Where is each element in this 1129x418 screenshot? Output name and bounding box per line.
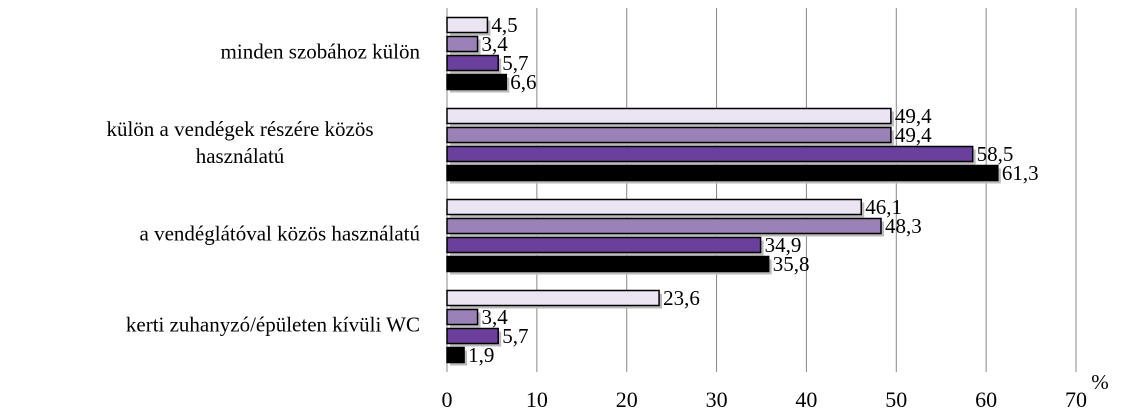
bar xyxy=(446,54,499,72)
x-tick-label: 40 xyxy=(795,387,817,412)
bar xyxy=(446,346,465,364)
x-tick-label: 70 xyxy=(1065,387,1087,412)
value-label: 3,4 xyxy=(482,32,509,56)
bar xyxy=(446,16,489,34)
bar xyxy=(446,164,999,182)
y-tick-label: a vendéglátóval közös használatú xyxy=(140,221,421,245)
value-label: 3,4 xyxy=(482,305,509,329)
bar xyxy=(446,198,862,216)
x-tick-label: 0 xyxy=(442,387,453,412)
x-tick-label: 10 xyxy=(526,387,548,412)
y-tick-label-line: külön a vendégek részére közös xyxy=(106,117,373,141)
value-label: 49,4 xyxy=(895,104,932,128)
value-label: 58,5 xyxy=(977,142,1014,166)
value-label: 6,6 xyxy=(510,70,536,94)
bar xyxy=(446,308,479,326)
value-label: 46,1 xyxy=(865,195,902,219)
y-tick-label-line: használatú xyxy=(196,144,285,168)
bar xyxy=(446,107,892,125)
x-tick-label: 60 xyxy=(975,387,997,412)
value-label: 48,3 xyxy=(885,214,922,238)
y-tick-label: minden szobához külön xyxy=(221,39,421,63)
y-tick-label: kerti zuhanyzó/épületen kívüli WC xyxy=(126,312,420,336)
bar xyxy=(446,236,762,254)
value-label: 34,9 xyxy=(765,233,802,257)
y-tick-label-line: kerti zuhanyzó/épületen kívüli WC xyxy=(126,312,420,336)
value-label: 49,4 xyxy=(895,123,932,147)
bar xyxy=(446,145,974,163)
bar xyxy=(446,289,660,307)
value-label: 5,7 xyxy=(502,324,528,348)
bar xyxy=(446,126,892,144)
value-label: 35,8 xyxy=(773,252,810,276)
value-label: 61,3 xyxy=(1002,161,1039,185)
value-label: 1,9 xyxy=(468,343,494,367)
y-tick-label-line: minden szobához külön xyxy=(221,39,421,63)
value-label: 4,5 xyxy=(491,13,517,37)
x-axis-label: % xyxy=(1091,370,1109,394)
y-tick-label: külön a vendégek részére közös használatú xyxy=(106,117,373,168)
y-tick-label-line: a vendéglátóval közös használatú xyxy=(140,221,421,245)
bar xyxy=(446,35,479,53)
bar xyxy=(446,73,508,91)
x-tick-label: 20 xyxy=(616,387,638,412)
bar xyxy=(446,255,770,273)
x-tick-label: 50 xyxy=(885,387,907,412)
bar xyxy=(446,327,499,345)
value-label: 23,6 xyxy=(663,286,700,310)
value-label: 5,7 xyxy=(502,51,528,75)
x-tick-label: 30 xyxy=(706,387,728,412)
bar xyxy=(446,217,882,235)
